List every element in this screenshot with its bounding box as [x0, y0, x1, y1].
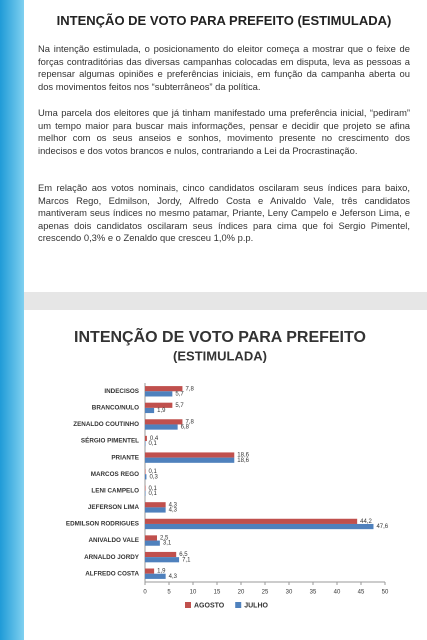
y-tick-label: SÉRGIO PIMENTEL	[81, 436, 139, 445]
value-label: 6,5	[179, 552, 188, 558]
x-tick-label: 5	[167, 590, 171, 596]
bar	[145, 402, 173, 408]
value-label: 47,6	[376, 524, 388, 530]
value-label: 1,9	[157, 569, 166, 575]
bar	[145, 419, 183, 425]
bar	[145, 474, 147, 480]
value-label: 4,3	[169, 574, 178, 580]
bar	[145, 424, 178, 430]
value-label: 3,1	[163, 541, 172, 547]
text-panel	[24, 0, 427, 292]
bar	[145, 540, 160, 546]
value-label: 6,8	[181, 425, 190, 431]
chart-panel	[24, 310, 427, 640]
value-label: 18,6	[237, 458, 249, 464]
value-label: 7,8	[185, 419, 194, 425]
legend-swatch	[185, 602, 191, 608]
paragraph: Na intenção estimulada, o posicionamento…	[38, 43, 410, 92]
y-tick-label: MARCOS REGO	[91, 471, 139, 478]
value-label: 2,5	[160, 536, 169, 542]
bar	[145, 407, 155, 414]
bar	[145, 518, 358, 524]
x-tick-label: 20	[238, 590, 245, 596]
side-stripe	[0, 0, 24, 640]
gap	[0, 292, 427, 310]
value-label: 0,1	[148, 491, 157, 497]
value-label: 0,1	[148, 486, 157, 492]
paragraph: Uma parcela dos eleitores que já tinham …	[38, 107, 410, 156]
bar	[145, 551, 177, 558]
bar	[145, 557, 180, 563]
x-tick-label: 10	[190, 590, 197, 596]
heading: INTENÇÃO DE VOTO PARA PREFEITO (ESTIMULA…	[56, 13, 392, 28]
y-tick-label: ARNALDO JORDY	[84, 554, 140, 561]
x-tick-label: 40	[334, 590, 341, 596]
value-label: 7,1	[182, 557, 191, 563]
chart-title: INTENÇÃO DE VOTO PARA PREFEITO	[74, 326, 366, 346]
legend-label: AGOSTO	[194, 602, 225, 609]
value-label: 0,1	[148, 441, 157, 447]
y-tick-label: EDMILSON RODRIGUES	[66, 521, 139, 528]
y-tick-label: ALFREDO COSTA	[85, 570, 139, 577]
x-tick-label: 25	[262, 590, 269, 596]
legend-swatch	[235, 602, 242, 608]
bar	[145, 573, 166, 579]
y-tick-label: BRANCO/NULO	[92, 405, 139, 412]
x-tick-label: 15	[214, 590, 221, 596]
bar	[145, 435, 147, 442]
value-label: 5,7	[175, 391, 184, 397]
value-label: 0,3	[149, 474, 158, 480]
legend-label: JULHO	[244, 602, 268, 609]
bar	[145, 391, 173, 397]
value-label: 1,9	[157, 408, 166, 414]
y-tick-label: PRIANTE	[111, 454, 139, 461]
value-label: 0,4	[150, 436, 159, 442]
value-label: 18,6	[237, 453, 249, 459]
bar	[145, 535, 157, 541]
value-label: 5,7	[175, 403, 184, 409]
bar	[145, 386, 183, 392]
x-tick-label: 35	[310, 590, 317, 596]
value-label: 44,2	[360, 519, 372, 525]
bar	[145, 457, 235, 463]
value-label: 4,3	[169, 508, 178, 514]
y-tick-label: INDECISOS	[104, 388, 139, 395]
bar	[145, 452, 235, 458]
bar	[145, 523, 374, 530]
x-tick-label: 0	[143, 590, 147, 596]
value-label: 4,3	[169, 502, 178, 508]
bar	[145, 568, 155, 574]
chart-subtitle: (ESTIMULADA)	[173, 348, 267, 363]
value-label: 0,1	[148, 469, 157, 475]
value-label: 7,8	[185, 386, 194, 392]
x-tick-label: 30	[286, 590, 293, 596]
x-tick-label: 50	[382, 590, 389, 596]
y-tick-label: ANIVALDO VALE	[89, 537, 140, 544]
y-tick-label: LENI CAMPELO	[91, 487, 139, 494]
bar	[145, 502, 166, 508]
chart: INTENÇÃO DE VOTO PARA PREFEITO (ESTIMULA…	[66, 326, 389, 609]
paragraph: Em relação aos votos nominais, cinco can…	[38, 182, 410, 244]
x-tick-label: 45	[358, 590, 365, 596]
y-tick-label: ZENALDO COUTINHO	[73, 421, 139, 428]
y-tick-label: JEFERSON LIMA	[88, 504, 140, 511]
bar	[145, 507, 166, 513]
